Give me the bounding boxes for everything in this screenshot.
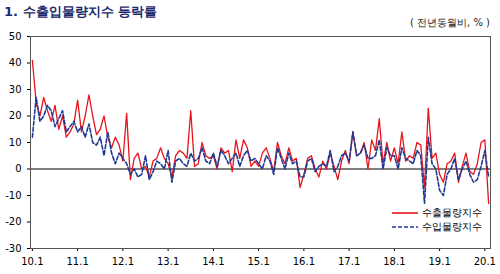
svg-text:13.1: 13.1 <box>157 256 179 267</box>
svg-text:0: 0 <box>15 163 21 174</box>
svg-text:11.1: 11.1 <box>66 256 88 267</box>
svg-text:-30: -30 <box>5 243 21 254</box>
svg-text:12.1: 12.1 <box>112 256 134 267</box>
html-text:( 전년동월비, % ): ( 전년동월비, % ) <box>410 17 490 28</box>
svg-text:-10: -10 <box>5 190 21 201</box>
html-text:수입물량지수: 수입물량지수 <box>422 221 482 232</box>
svg-text:30: 30 <box>9 84 22 95</box>
html-text:1. 수출입물량지수 등락률: 1. 수출입물량지수 등락률 <box>4 4 157 19</box>
svg-text:20: 20 <box>9 110 22 121</box>
svg-text:10: 10 <box>9 137 22 148</box>
svg-text:17.1: 17.1 <box>338 256 360 267</box>
svg-text:16.1: 16.1 <box>293 256 315 267</box>
svg-text:10.1: 10.1 <box>21 256 43 267</box>
svg-text:15.1: 15.1 <box>247 256 269 267</box>
html-text:수출물량지수: 수출물량지수 <box>422 207 482 218</box>
svg-text:18.1: 18.1 <box>383 256 405 267</box>
svg-text:50: 50 <box>9 31 22 42</box>
svg-text:-20: -20 <box>5 216 21 227</box>
svg-text:19.1: 19.1 <box>428 256 450 267</box>
svg-text:40: 40 <box>9 57 22 68</box>
svg-text:20.1: 20.1 <box>474 256 496 267</box>
svg-text:14.1: 14.1 <box>202 256 224 267</box>
